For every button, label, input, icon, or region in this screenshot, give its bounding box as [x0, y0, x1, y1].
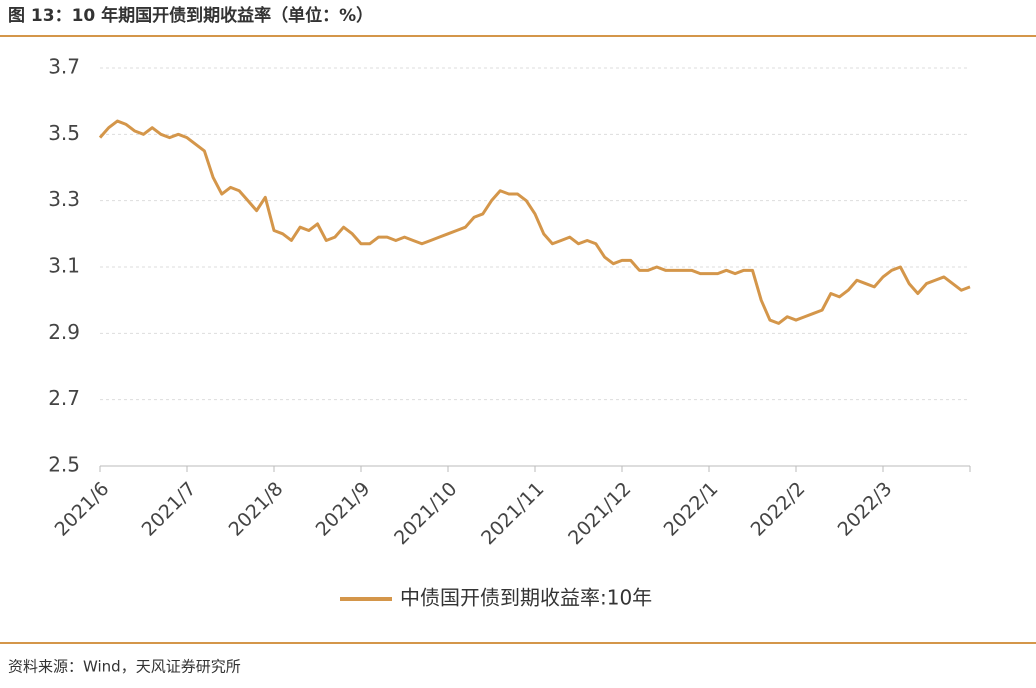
y-tick-label: 2.5	[48, 453, 80, 477]
legend-label: 中债国开债到期收益率:10年	[400, 586, 652, 610]
y-tick-label: 3.5	[48, 121, 80, 145]
x-tick-label: 2022/1	[660, 478, 723, 541]
x-tick-label: 2021/11	[477, 478, 548, 549]
x-tick-label: 2021/7	[138, 478, 201, 541]
y-tick-label: 3.1	[48, 254, 80, 278]
x-tick-label: 2022/2	[747, 478, 810, 541]
x-tick-label: 2021/6	[51, 478, 114, 541]
chart-title: 图 13：10 年期国开债到期收益率（单位：%）	[8, 5, 373, 26]
x-tick-label: 2021/9	[312, 478, 375, 541]
x-tick-label: 2021/8	[225, 478, 288, 541]
series-line	[98, 119, 971, 325]
source: 资料来源：Wind，天风证券研究所	[8, 658, 241, 676]
y-tick-label: 3.7	[48, 55, 80, 79]
x-tick-label: 2021/10	[390, 478, 461, 549]
y-tick-label: 2.9	[48, 320, 80, 344]
y-tick-label: 3.3	[48, 187, 80, 211]
y-tick-label: 2.7	[48, 386, 80, 410]
x-tick-label: 2021/12	[564, 478, 635, 549]
x-tick-label: 2022/3	[834, 478, 897, 541]
